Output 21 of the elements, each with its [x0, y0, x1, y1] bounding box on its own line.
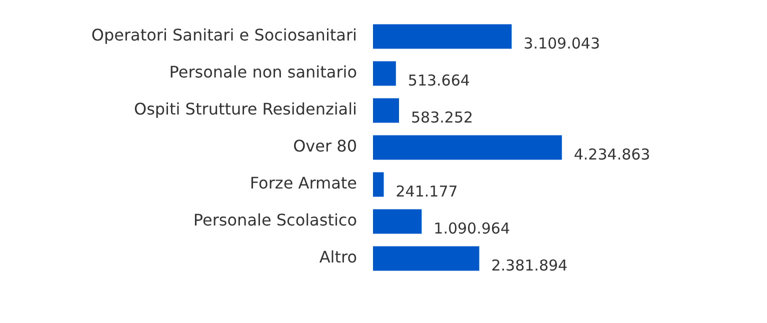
data-label: 241.177 [396, 182, 458, 200]
data-label: 513.664 [408, 71, 470, 90]
y-tick-label: Over 80 [293, 136, 357, 156]
data-label: 1.090.964 [434, 219, 510, 238]
data-label: 583.252 [411, 108, 474, 126]
data-label: 2.381.894 [491, 256, 568, 274]
bar [373, 209, 422, 234]
bar [373, 24, 512, 49]
bar [373, 246, 480, 271]
y-tick-label: Personale non sanitario [169, 62, 357, 82]
y-tick-label: Ospiti Strutture Residenziali [134, 100, 357, 119]
bar [373, 172, 384, 197]
data-label: 3.109.043 [524, 34, 600, 52]
data-label: 4.234.863 [574, 145, 650, 164]
y-tick-label: Altro [319, 248, 357, 267]
bar [373, 135, 562, 160]
bar [373, 61, 396, 86]
bar [373, 98, 400, 123]
y-tick-label: Personale Scolastico [193, 210, 357, 230]
y-tick-label: Operatori Sanitari e Sociosanitari [91, 26, 357, 45]
y-tick-label: Forze Armate [250, 174, 357, 193]
